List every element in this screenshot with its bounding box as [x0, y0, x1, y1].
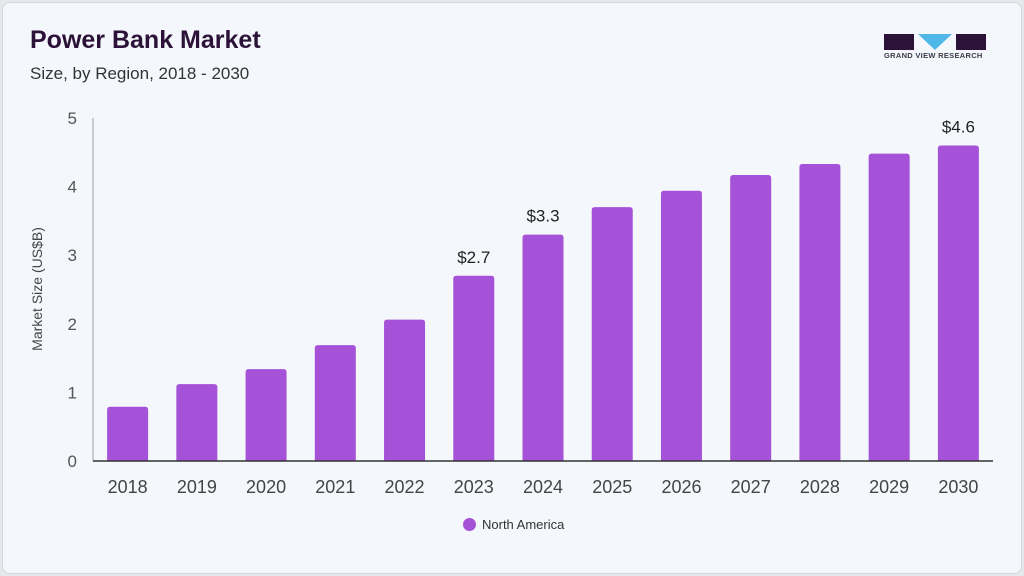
logo-text: GRAND VIEW RESEARCH	[884, 51, 983, 60]
chart-subtitle: Size, by Region, 2018 - 2030	[30, 64, 250, 83]
bar-2028	[799, 163, 841, 461]
bar-2021	[314, 345, 356, 461]
bar-2023	[453, 275, 495, 461]
x-tick-label: 2020	[246, 477, 286, 497]
x-tick-label: 2024	[523, 477, 563, 497]
x-tick-label: 2028	[800, 477, 840, 497]
x-tick-label: 2023	[454, 477, 494, 497]
legend-label: North America	[482, 517, 565, 532]
x-tick-label: 2021	[315, 477, 355, 497]
bar-2029	[868, 153, 910, 461]
bar-2022	[384, 319, 426, 461]
grand-view-research-logo	[884, 34, 986, 50]
y-tick-label: 2	[68, 315, 77, 334]
x-tick-label: 2027	[731, 477, 771, 497]
data-label: $2.7	[457, 248, 490, 267]
y-tick-label: 0	[68, 452, 77, 471]
chart-title: Power Bank Market	[30, 26, 261, 54]
x-tick-label: 2029	[869, 477, 909, 497]
bar-2018	[107, 406, 149, 461]
x-tick-label: 2030	[938, 477, 978, 497]
legend-swatch	[463, 518, 476, 531]
legend: North America	[463, 517, 564, 532]
data-label: $4.6	[942, 117, 975, 136]
bar-2026	[660, 190, 702, 461]
x-tick-label: 2022	[385, 477, 425, 497]
x-tick-label: 2018	[108, 477, 148, 497]
y-tick-label: 3	[68, 246, 77, 265]
bar-2030	[937, 145, 979, 461]
y-tick-label: 4	[68, 178, 77, 197]
y-tick-label: 1	[68, 383, 77, 402]
y-tick-label: 5	[68, 109, 77, 128]
bar-2020	[245, 369, 287, 461]
x-tick-label: 2026	[661, 477, 701, 497]
bar-2027	[730, 174, 772, 462]
bar-2019	[176, 384, 218, 461]
bar-2024	[522, 234, 564, 461]
bar-2025	[591, 207, 633, 461]
x-tick-label: 2019	[177, 477, 217, 497]
data-label: $3.3	[526, 207, 559, 226]
x-tick-label: 2025	[592, 477, 632, 497]
y-axis-label: Market Size (US$B)	[29, 227, 45, 351]
